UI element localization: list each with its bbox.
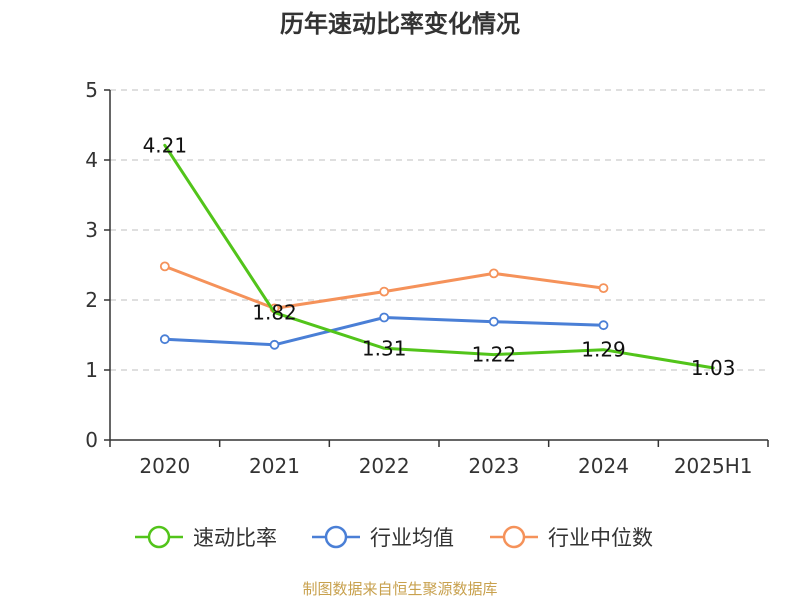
legend-marker-icon — [502, 525, 526, 549]
legend-label: 行业中位数 — [548, 526, 653, 550]
series-point — [379, 312, 390, 323]
legend[interactable]: 速动比率 行业均值 行业中位数 — [135, 525, 653, 550]
grid-lines — [110, 89, 768, 371]
chart-title: 历年速动比率变化情况 — [280, 10, 520, 38]
data-label: 1.82 — [252, 301, 297, 325]
series-lines — [159, 143, 715, 370]
series-point — [159, 261, 170, 272]
x-tick-label: 2023 — [468, 454, 519, 478]
data-label: 1.22 — [472, 343, 517, 367]
data-labels: 4.21 1.82 1.31 1.22 1.29 1.03 — [143, 133, 736, 380]
y-tick-label: 0 — [85, 428, 98, 452]
y-tick-label: 2 — [85, 288, 98, 312]
data-label: 1.29 — [581, 338, 626, 362]
series-line — [163, 143, 715, 370]
axes: 0 1 2 3 4 5 2020 2021 2022 2023 2024 2025H1 — [85, 78, 769, 478]
x-tick-label: 2020 — [139, 454, 190, 478]
legend-label: 速动比率 — [193, 526, 277, 550]
series-point — [379, 286, 390, 297]
data-label: 4.21 — [143, 133, 188, 157]
series-point — [598, 283, 609, 294]
y-tick-label: 3 — [85, 218, 98, 242]
series-point — [598, 320, 609, 331]
y-tick-label: 4 — [85, 148, 98, 172]
source-note: 制图数据来自恒生聚源数据库 — [302, 580, 497, 598]
x-tick-label: 2021 — [249, 454, 300, 478]
series-point — [159, 334, 170, 345]
legend-marker-icon — [324, 525, 348, 549]
series-point — [488, 316, 499, 327]
data-label: 1.31 — [362, 336, 407, 360]
legend-label: 行业均值 — [370, 526, 454, 550]
x-tick-label: 2024 — [578, 454, 629, 478]
legend-marker-icon — [147, 525, 171, 549]
x-tick-label: 2022 — [359, 454, 410, 478]
series-point — [488, 268, 499, 279]
series-point — [269, 339, 280, 350]
y-tick-label: 5 — [85, 78, 98, 102]
x-tick-label: 2025H1 — [674, 454, 753, 478]
y-tick-label: 1 — [85, 358, 98, 382]
data-label: 1.03 — [691, 356, 736, 380]
